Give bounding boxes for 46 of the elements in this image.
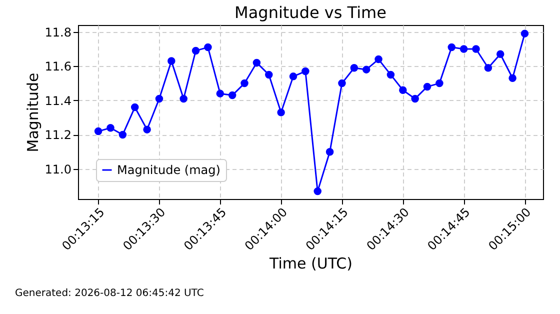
- point: [118, 130, 127, 139]
- point: [240, 79, 248, 88]
- x-axis-title: Time (UTC): [268, 254, 352, 272]
- point: [192, 46, 200, 55]
- point: [216, 90, 224, 98]
- y-tick-label: 11.8: [44, 25, 72, 40]
- point: [265, 70, 273, 79]
- point: [130, 103, 139, 112]
- point: [94, 127, 102, 136]
- y-tick-label: 11.4: [44, 94, 72, 108]
- point: [374, 55, 382, 64]
- point: [411, 94, 419, 103]
- point: [277, 108, 285, 116]
- point: [436, 79, 444, 88]
- y-tick-label: 11.2: [44, 128, 72, 142]
- point: [520, 30, 529, 38]
- point: [180, 94, 188, 103]
- point: [252, 58, 261, 67]
- point: [314, 187, 322, 196]
- point: [350, 64, 358, 72]
- point: [448, 43, 456, 52]
- point: [423, 82, 432, 91]
- point: [326, 148, 334, 156]
- point: [460, 45, 468, 53]
- point: [143, 126, 151, 134]
- legend-label: Magnitude (mag): [117, 163, 220, 177]
- point: [496, 50, 504, 58]
- point: [484, 64, 492, 72]
- point: [338, 79, 346, 88]
- point: [472, 45, 480, 53]
- point: [508, 74, 516, 82]
- chart-title: Magnitude vs Time: [234, 3, 386, 22]
- text: Generated: 2026-08-12 06:45:42 UTC: [15, 288, 204, 299]
- point: [155, 94, 164, 103]
- point: [386, 70, 395, 79]
- point: [399, 86, 407, 94]
- y-tick-label: 11.0: [44, 162, 72, 176]
- point: [204, 43, 212, 52]
- point: [106, 124, 114, 132]
- point: [289, 72, 298, 80]
- y-axis-title: Magnitude: [24, 72, 42, 152]
- point: [302, 67, 310, 76]
- point: [168, 57, 176, 65]
- point: [228, 91, 236, 100]
- y-tick-label: 11.6: [44, 60, 72, 74]
- point: [362, 66, 370, 74]
